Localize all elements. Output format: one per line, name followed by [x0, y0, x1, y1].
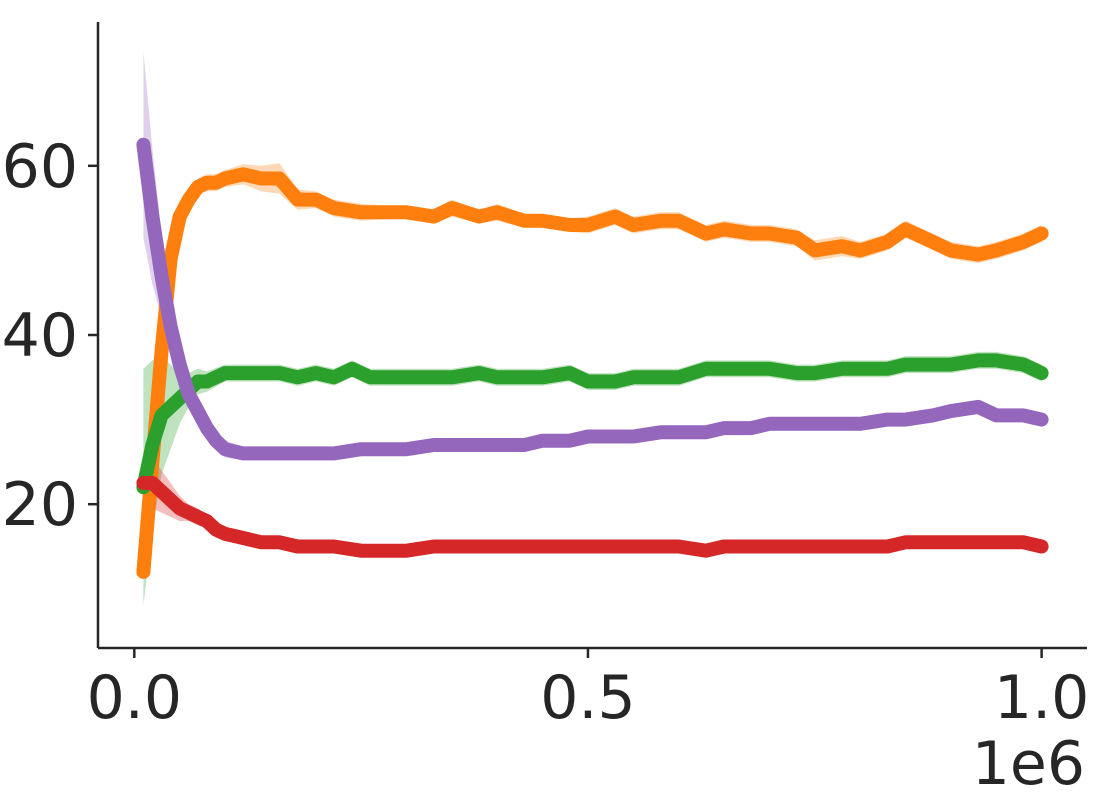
x-tick-label: 1.0	[994, 663, 1089, 733]
series-2-line	[136, 353, 1049, 495]
x-scale-label: 1e6	[972, 729, 1085, 799]
x-axis-ticks: 0.0 0.5 1.0	[87, 648, 1089, 733]
y-tick-label: 60	[2, 132, 78, 202]
series-3-line	[136, 137, 1049, 461]
series-2-band	[143, 351, 1042, 606]
series-1-line	[136, 167, 1049, 579]
series-4-line	[136, 476, 1049, 558]
y-axis-ticks: 20 40 60	[2, 132, 98, 540]
x-tick-label: 0.5	[540, 663, 635, 733]
y-tick-label: 40	[2, 301, 78, 371]
series-lines	[136, 137, 1049, 579]
confidence-bands	[143, 51, 1042, 606]
y-tick-label: 20	[2, 470, 78, 540]
series-3-band	[143, 51, 1042, 461]
x-tick-label: 0.0	[87, 663, 182, 733]
